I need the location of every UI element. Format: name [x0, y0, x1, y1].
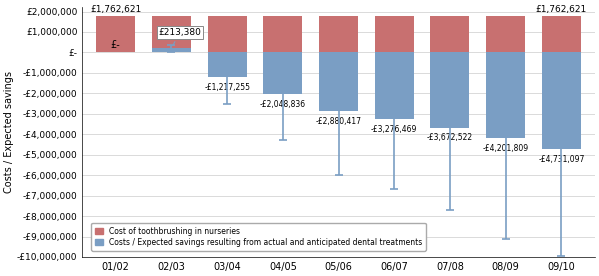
Bar — [319, 52, 358, 111]
Text: -£3,276,469: -£3,276,469 — [371, 125, 418, 134]
Text: -£3,672,522: -£3,672,522 — [427, 133, 473, 142]
Bar — [375, 52, 414, 120]
Bar — [431, 16, 470, 52]
Text: -£1,217,255: -£1,217,255 — [204, 83, 250, 92]
Bar — [152, 48, 191, 52]
Bar — [208, 52, 247, 77]
Text: £213,380: £213,380 — [158, 28, 201, 46]
Text: £1,762,621: £1,762,621 — [90, 5, 141, 14]
Legend: Cost of toothbrushing in nurseries, Costs / Expected savings resulting from actu: Cost of toothbrushing in nurseries, Cost… — [91, 223, 426, 251]
Bar — [431, 52, 470, 128]
Bar — [542, 16, 581, 52]
Text: -£2,048,836: -£2,048,836 — [260, 100, 306, 109]
Text: -£4,731,097: -£4,731,097 — [539, 155, 585, 164]
Bar — [96, 16, 135, 52]
Bar — [264, 16, 302, 52]
Text: -£2,880,417: -£2,880,417 — [316, 118, 362, 126]
Bar — [375, 16, 414, 52]
Bar — [486, 52, 525, 138]
Text: £-: £- — [111, 40, 120, 51]
Bar — [319, 16, 358, 52]
Bar — [542, 52, 581, 149]
Bar — [264, 52, 302, 94]
Bar — [152, 16, 191, 52]
Bar — [486, 16, 525, 52]
Text: £1,762,621: £1,762,621 — [536, 5, 587, 14]
Y-axis label: Costs / Expected savings: Costs / Expected savings — [4, 71, 14, 193]
Text: -£4,201,809: -£4,201,809 — [483, 144, 529, 153]
Bar — [208, 16, 247, 52]
